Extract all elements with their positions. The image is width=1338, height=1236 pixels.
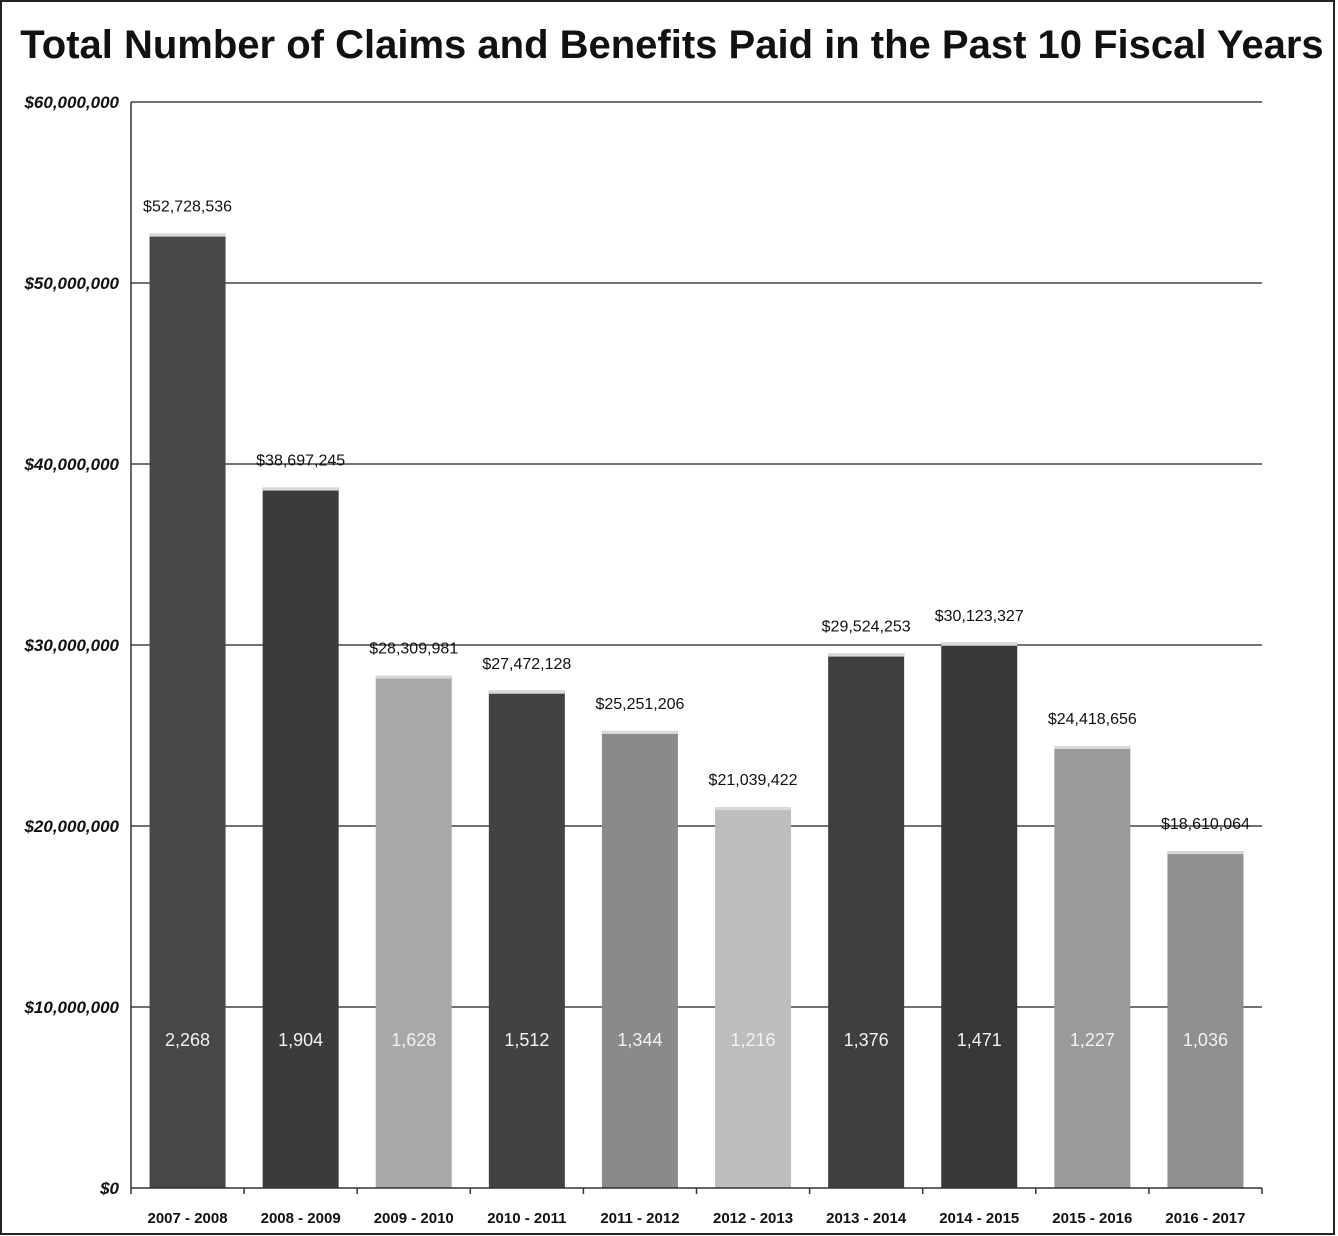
bar [828, 653, 905, 1188]
bar-claim-count-label: 1,036 [1183, 1030, 1228, 1050]
bar [1167, 851, 1244, 1188]
bar [149, 233, 226, 1188]
bar-claim-count-label: 2,268 [165, 1030, 210, 1050]
x-tick-label: 2009 - 2010 [374, 1210, 454, 1227]
bar-value-label: $21,039,422 [709, 772, 798, 789]
bar-claim-count-label: 1,628 [391, 1030, 436, 1050]
x-tick-label: 2008 - 2009 [261, 1210, 341, 1227]
bar [262, 487, 339, 1189]
x-axis-tick-labels: 2007 - 2008 2008 - 2009 2009 - 2010 2010 - … [148, 1210, 1246, 1227]
axes [130, 102, 1263, 1194]
bar [488, 690, 565, 1188]
bar-top-highlight [715, 807, 792, 811]
bar-top-highlight [488, 690, 565, 694]
chart-title: Total Number of Claims and Benefits Paid… [20, 23, 1323, 67]
bar-claim-count-label: 1,471 [957, 1030, 1002, 1050]
bar-top-highlight [828, 653, 905, 657]
bar-top-highlight [1167, 851, 1244, 855]
bar-value-label: $30,123,327 [935, 608, 1024, 625]
x-tick-label: 2014 - 2015 [939, 1210, 1019, 1227]
bar [941, 642, 1018, 1188]
bar-claim-count-label: 1,376 [844, 1030, 889, 1050]
y-tick-label: $50,000,000 [23, 274, 119, 293]
y-tick-label: $30,000,000 [23, 636, 119, 655]
x-tick-label: 2012 - 2013 [713, 1210, 793, 1227]
claim-count-labels: 2,268 1,904 1,628 1,512 1,344 1,216 1,376 1,471… [165, 1030, 1228, 1050]
bar-top-highlight [262, 487, 339, 491]
bar-value-label: $28,309,981 [369, 641, 458, 658]
bar-top-highlight [601, 730, 678, 734]
y-tick-label: $60,000,000 [23, 93, 119, 112]
value-labels: $52,728,536 $38,697,245 $28,309,981 $27,472… [143, 199, 1250, 834]
bar [601, 730, 678, 1188]
x-tick-label: 2010 - 2011 [487, 1210, 566, 1227]
bar-claim-count-label: 1,512 [504, 1030, 549, 1050]
y-tick-label: $0 [99, 1179, 119, 1198]
y-tick-label: $40,000,000 [23, 455, 119, 474]
y-axis-tick-labels: $0 $10,000,000 $20,000,000 $30,000,000 $40,0… [23, 93, 119, 1198]
bar-value-label: $25,251,206 [595, 696, 684, 713]
bar [375, 675, 452, 1188]
bar-top-highlight [149, 233, 226, 237]
bar-top-highlight [941, 642, 1018, 646]
bar-value-label: $29,524,253 [822, 619, 911, 636]
x-tick-label: 2015 - 2016 [1052, 1210, 1132, 1227]
bar [715, 807, 792, 1188]
bar [1054, 746, 1131, 1188]
bar-value-label: $18,610,064 [1161, 816, 1250, 833]
bar-claim-count-label: 1,227 [1070, 1030, 1115, 1050]
x-tick-label: 2007 - 2008 [148, 1210, 228, 1227]
bar-top-highlight [375, 675, 452, 679]
x-tick-label: 2016 - 2017 [1165, 1210, 1245, 1227]
y-tick-label: $20,000,000 [23, 817, 119, 836]
y-tick-label: $10,000,000 [23, 998, 119, 1017]
x-tick-label: 2011 - 2012 [600, 1210, 679, 1227]
bar-value-label: $38,697,245 [256, 453, 345, 470]
x-tick-label: 2013 - 2014 [826, 1210, 907, 1227]
bar-value-label: $27,472,128 [482, 656, 571, 673]
bar-claim-count-label: 1,344 [617, 1030, 662, 1050]
bar-claim-count-label: 1,216 [731, 1030, 776, 1050]
bar-value-label: $52,728,536 [143, 199, 232, 216]
bar-value-label: $24,418,656 [1048, 711, 1137, 728]
bar-claim-count-label: 1,904 [278, 1030, 323, 1050]
bars [149, 233, 1244, 1189]
bar-top-highlight [1054, 746, 1131, 750]
